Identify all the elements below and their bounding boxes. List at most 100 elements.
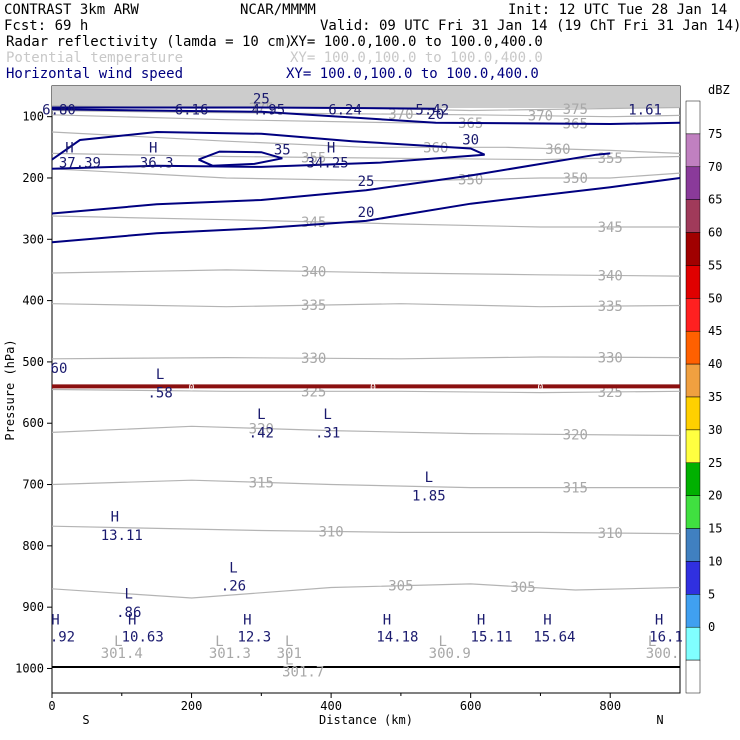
end-label-south: S: [82, 713, 89, 727]
extremum-label: L: [285, 634, 293, 650]
theta-contour-310: [51, 525, 681, 535]
extremum-label: 1.61: [628, 102, 662, 118]
colorbar-swatch: [685, 199, 701, 233]
freezing-level-label: 0: [537, 382, 543, 393]
colorbar-label: 10: [708, 554, 722, 568]
extremum-label: H: [65, 140, 73, 156]
theta-contour-355: [51, 152, 681, 161]
colorbar-label: 15: [708, 522, 722, 536]
extremum-label: L: [648, 634, 656, 650]
forecast-hour: Fcst: 69 h: [4, 18, 88, 34]
theta-contour-335: [51, 303, 681, 308]
extremum-label: 4.95: [251, 102, 285, 118]
extremum-label: 37.39: [59, 156, 101, 172]
init-time: Init: 12 UTC Tue 28 Jan 14: [508, 2, 727, 18]
theta-contour-label: 315: [563, 481, 588, 497]
extremum-label: L: [229, 560, 237, 576]
theta-contour-label: 315: [249, 475, 274, 491]
theta-contour-label: 355: [301, 150, 326, 166]
theta-contour-305: [51, 583, 681, 599]
extremum-label: 6.24: [328, 102, 362, 118]
y-tick-label: 900: [22, 600, 44, 614]
theta-contour-label: 325: [598, 385, 623, 401]
theta-contour-label: 360: [423, 140, 448, 156]
colorbar-label: 65: [708, 193, 722, 207]
extremum-label: H: [477, 612, 485, 628]
y-tick-label: 1000: [15, 661, 44, 675]
extremum-label: H: [111, 509, 119, 525]
theta-contour-label: 345: [598, 220, 623, 236]
legend-wind: Horizontal wind speed: [6, 66, 183, 82]
theta-contour-label: 330: [598, 350, 623, 366]
colorbar-swatch: [685, 659, 701, 694]
colorbar-swatch: [685, 561, 701, 595]
wind-contour-35: [198, 150, 283, 167]
theta-contour-label: 330: [301, 351, 326, 367]
theta-contour-label: 350: [563, 171, 588, 187]
extremum-label: L: [114, 634, 122, 650]
colorbar-swatch: [685, 462, 701, 496]
y-tick-label: 200: [22, 171, 44, 185]
wind-contour-label: 25: [253, 91, 270, 107]
wind-contour-25: [51, 152, 611, 215]
end-label-north: N: [656, 713, 663, 727]
theta-contour-350: [51, 168, 681, 182]
extremum-label: 13.11: [101, 528, 143, 544]
extremum-label: .92: [50, 630, 75, 646]
extremum-label: .26: [221, 579, 246, 595]
extremum-label: .86: [116, 605, 141, 621]
extremum-label: 34.25: [307, 156, 349, 172]
extremum-label: H: [149, 140, 157, 156]
extremum-label: H: [327, 140, 335, 156]
wind-contour-label: 35: [274, 142, 291, 158]
y-axis-title: Pressure (hPa): [3, 339, 17, 440]
extremum-label: 36.3: [140, 156, 174, 172]
extremum-label: 6.16: [175, 102, 209, 118]
theta-contour-340: [51, 269, 681, 277]
extremum-label: 10.63: [122, 630, 164, 646]
theta-contour-325: [51, 388, 681, 394]
colorbar-label: 55: [708, 258, 722, 272]
y-tick-label: 700: [22, 478, 44, 492]
colorbar-swatch: [685, 495, 701, 529]
wind-layer: 25 30 35 25 20 20: [51, 91, 681, 244]
x-axis-title: Distance (km): [319, 713, 413, 727]
x-tick-label: 400: [320, 699, 342, 713]
extremum-label: 16.1: [649, 630, 683, 646]
wind-contour-30: [51, 130, 486, 170]
wind-contour-20: [51, 177, 681, 244]
model-title: CONTRAST 3km ARW: [4, 2, 139, 18]
wind-contour-20: [51, 108, 681, 126]
theta-contour-label: 335: [598, 299, 623, 315]
y-tick-label: 600: [22, 416, 44, 430]
extremum-label: L: [156, 367, 164, 383]
colorbar-swatch: [685, 166, 701, 200]
x-tick-label: 600: [460, 699, 482, 713]
extremum-label: L: [285, 652, 293, 668]
organization: NCAR/MMMM: [240, 2, 316, 18]
x-tick-label: 200: [181, 699, 203, 713]
wind-contour-25: [52, 106, 436, 110]
colorbar-swatch: [685, 396, 701, 431]
colorbar-label: 50: [708, 291, 722, 305]
extremum-label: H: [128, 612, 136, 628]
wind-contour-label: 30: [462, 133, 479, 149]
colorbar-swatch: [685, 429, 701, 464]
colorbar-label: 20: [708, 489, 722, 503]
theta-contour-320: [51, 425, 681, 437]
legend-reflectivity-xy: XY= 100.0,100.0 to 100.0,400.0: [290, 34, 543, 50]
colorbar-label: 75: [708, 127, 722, 141]
colorbar-swatch: [685, 330, 701, 365]
colorbar-swatch: [685, 265, 701, 299]
legend-theta: Potential temperature: [6, 50, 183, 66]
y-tick-label: 400: [22, 294, 44, 308]
theta-contour-label: 310: [598, 526, 623, 542]
theta-contour-label: 320: [249, 421, 274, 437]
theta-contour-370: [51, 109, 681, 118]
legend-reflectivity: Radar reflectivity (lamda = 10 cm): [6, 34, 293, 50]
freezing-level-layer: 0 0 0: [52, 382, 680, 393]
theta-contour-label: 340: [598, 268, 623, 284]
extremum-label: 12.3: [237, 630, 271, 646]
